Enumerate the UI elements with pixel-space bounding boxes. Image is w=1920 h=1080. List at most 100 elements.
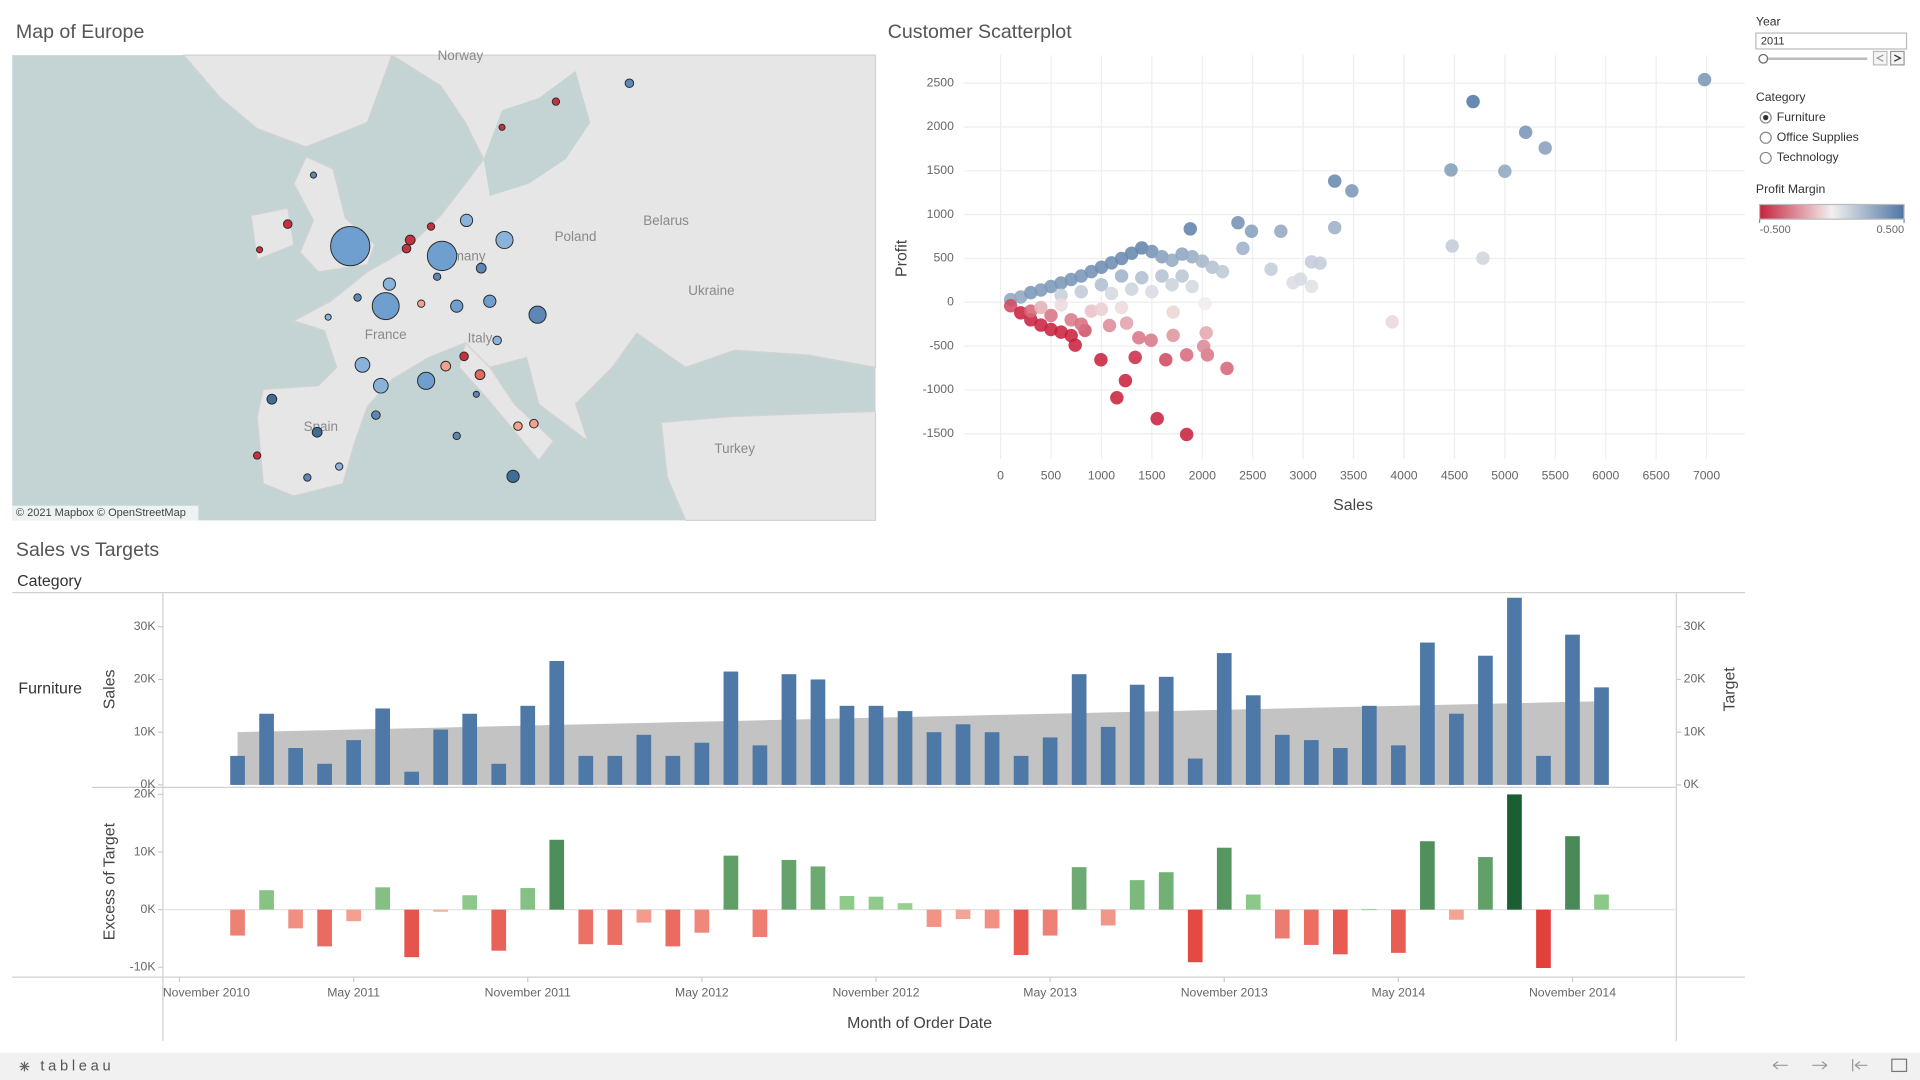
- scatter-point: [1145, 244, 1159, 259]
- scatter-point: [1476, 251, 1490, 265]
- map-circle: [506, 469, 520, 483]
- y-tick-label: 0K: [141, 777, 157, 791]
- x-tick-label: November 2012: [832, 985, 919, 999]
- redo-button[interactable]: [1812, 1061, 1828, 1070]
- fullscreen-button[interactable]: [1891, 1058, 1908, 1073]
- map-circle: [324, 313, 332, 321]
- scatter-point: [1118, 373, 1133, 388]
- scatter-point: [1144, 333, 1158, 347]
- bar: [549, 661, 565, 785]
- bar: [1565, 634, 1580, 785]
- scatter-point: [1175, 247, 1189, 261]
- map-circle: [472, 390, 480, 398]
- x-tick-label: May 2014: [1372, 985, 1426, 999]
- logo-icon: [19, 1061, 30, 1072]
- x-tick-label: 2000: [1189, 469, 1216, 483]
- bar: [1158, 676, 1174, 785]
- map-circle: [417, 371, 436, 390]
- scatter-point: [1286, 276, 1300, 290]
- bar: [1478, 655, 1493, 785]
- y-tick-label: -10K: [130, 960, 157, 974]
- scatter-point: [1215, 264, 1230, 279]
- bar: [1071, 674, 1087, 785]
- slider-knob[interactable]: [1758, 53, 1769, 64]
- bar: [1100, 726, 1116, 785]
- bar: [491, 909, 507, 951]
- scatter-point: [1196, 339, 1211, 354]
- map-label: France: [365, 327, 407, 342]
- scatter-point: [1313, 256, 1327, 270]
- scatter-point: [1220, 361, 1234, 376]
- map-circle: [256, 246, 264, 254]
- bar: [462, 713, 478, 785]
- map-circle: [282, 219, 293, 229]
- scatter-point: [1094, 260, 1109, 274]
- map-circle: [551, 97, 561, 106]
- bar: [520, 888, 536, 910]
- bar-chart: 0K 10K 20K 30K 0K 10K 20K 30K November 2010 May 2…: [130, 597, 1706, 999]
- y-axis-title: Excess of Target: [101, 822, 118, 940]
- scatter-point: [1466, 94, 1480, 109]
- x-tick-label: 2500: [1239, 469, 1266, 483]
- map-circle: [401, 243, 412, 254]
- map: Norway Poland Belarus Ukraine Germany Fr…: [12, 48, 877, 522]
- map-circle: [459, 351, 469, 362]
- scatter-point: [1054, 298, 1068, 312]
- undo-button[interactable]: [1772, 1061, 1788, 1070]
- bar: [1594, 894, 1609, 910]
- map-label: Turkey: [714, 441, 755, 456]
- x-tick-label: 500: [1041, 469, 1062, 483]
- x-tick-label: 7000: [1693, 469, 1720, 483]
- bar: [1216, 847, 1232, 910]
- filter-label: Category: [1756, 90, 1807, 104]
- scatter-point: [1498, 164, 1512, 178]
- scatter-point: [1327, 174, 1342, 188]
- map-circle: [335, 462, 344, 471]
- scatter-point: [1183, 222, 1198, 236]
- radio-label: Technology: [1777, 150, 1840, 164]
- scatter-point: [1205, 260, 1220, 274]
- map-circle: [426, 240, 458, 272]
- scatter-point: [1124, 282, 1139, 296]
- radio-button[interactable]: [1759, 131, 1772, 144]
- legend-ramp: [1758, 203, 1905, 220]
- x-tick-label: 6500: [1643, 469, 1670, 483]
- scatter-point: [1074, 285, 1088, 299]
- y-tick-label: 1500: [927, 163, 954, 177]
- bar: [694, 909, 710, 933]
- revert-button[interactable]: [1852, 1059, 1868, 1072]
- scatter-point: [1244, 224, 1259, 239]
- scatter-point: [1044, 308, 1058, 323]
- bar: [926, 909, 942, 927]
- scatter-point: [1064, 313, 1078, 327]
- bar: [607, 755, 623, 785]
- bar: [926, 732, 942, 785]
- bar: [578, 755, 594, 785]
- map-circle: [330, 226, 371, 267]
- bar: [259, 713, 274, 785]
- y2-tick-label: 0K: [1684, 777, 1700, 791]
- scatter-point: [1094, 278, 1109, 292]
- bar: [404, 909, 420, 958]
- map-label: Italy: [468, 331, 493, 346]
- x-tick-label: 0: [997, 469, 1004, 483]
- bar: [1391, 909, 1406, 953]
- x-tick-label: November 2011: [485, 985, 571, 999]
- bar: [1245, 695, 1261, 785]
- row-label: Furniture: [18, 681, 82, 698]
- scatter-point: [1094, 302, 1109, 317]
- scatter-point: [1064, 328, 1078, 343]
- map-circle: [354, 357, 371, 373]
- bar: [897, 903, 913, 910]
- year-input[interactable]: [1755, 32, 1908, 50]
- prev-button[interactable]: [1872, 50, 1888, 66]
- radio-button[interactable]: [1759, 151, 1772, 165]
- y-tick-label: 10K: [134, 844, 157, 858]
- scatter-point: [1166, 328, 1180, 343]
- map-circle: [450, 299, 464, 313]
- scatter-point: [1231, 215, 1245, 230]
- next-button[interactable]: [1890, 50, 1905, 66]
- scatter-point: [1165, 278, 1179, 292]
